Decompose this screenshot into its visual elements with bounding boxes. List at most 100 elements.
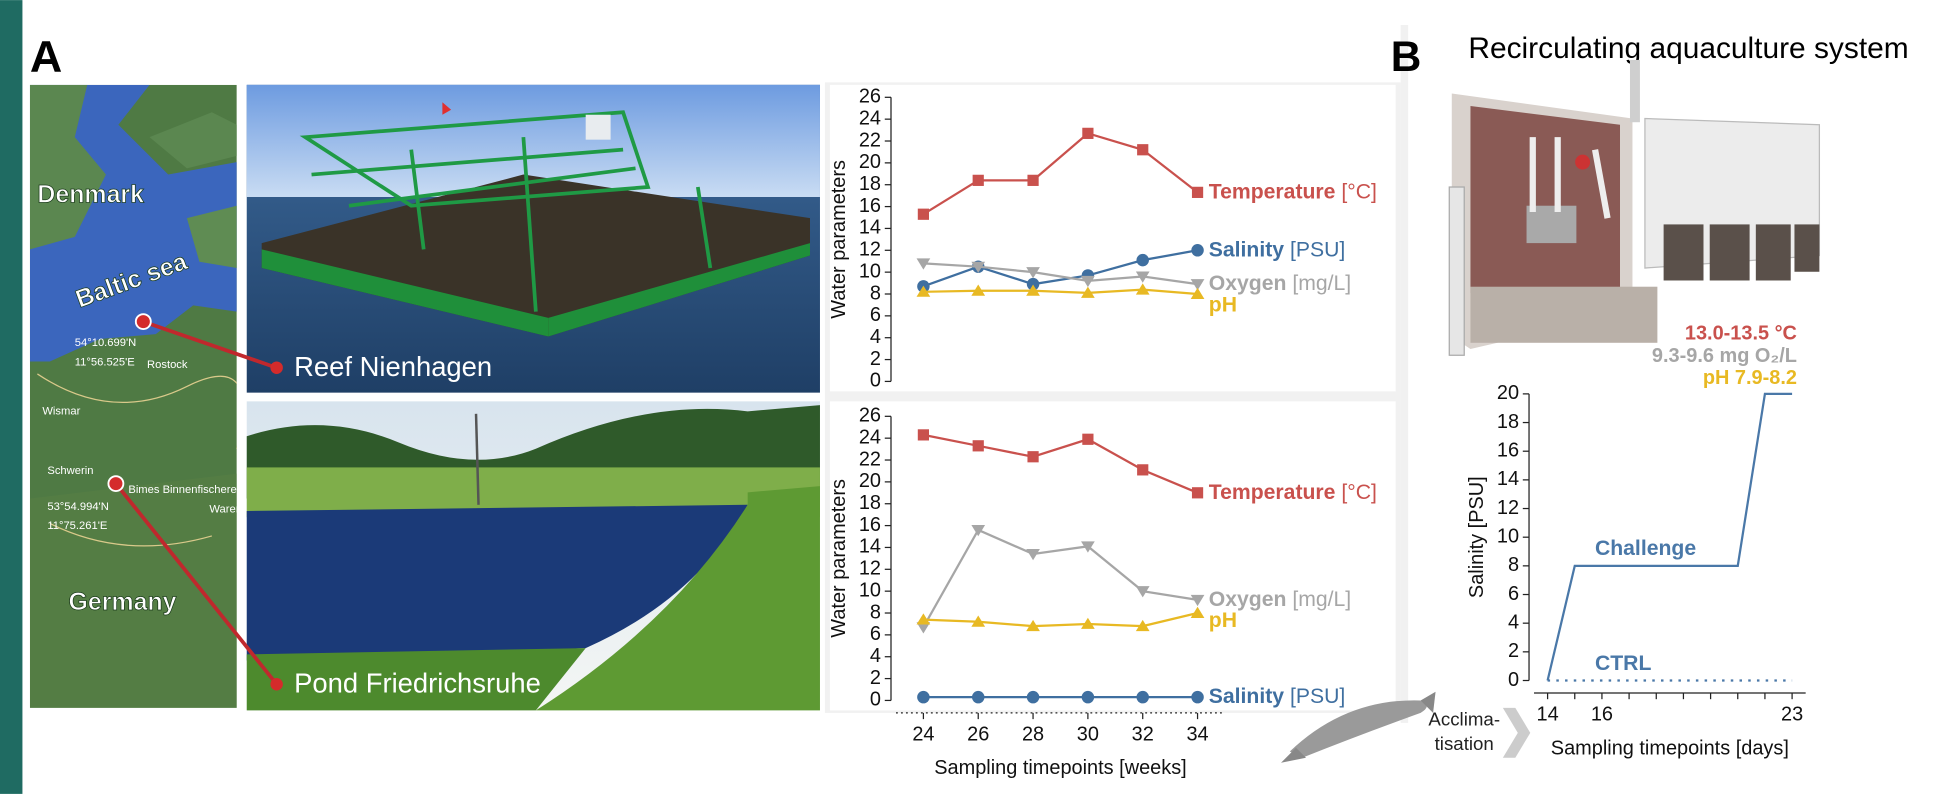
marker xyxy=(1082,691,1094,703)
x-tick-label: 26 xyxy=(967,724,989,746)
ras-illustration xyxy=(1449,60,1819,355)
x-tick-label: 30 xyxy=(1077,724,1099,746)
y-tick-label: 8 xyxy=(870,282,881,304)
y-tick-label: 12 xyxy=(1497,497,1519,519)
y-tick-label: 4 xyxy=(870,645,881,667)
map-label: Germany xyxy=(69,588,177,616)
ras-condition: 9.3-9.6 mg O₂/L xyxy=(1652,345,1797,367)
y-tick-label: 26 xyxy=(859,86,881,108)
series-label: Challenge xyxy=(1595,537,1696,560)
y-axis-label: Water parameters xyxy=(828,160,850,319)
y-tick-label: 10 xyxy=(1497,525,1519,547)
site-marker xyxy=(270,678,282,690)
legend-name: pH xyxy=(1209,609,1237,632)
site-marker xyxy=(270,361,282,373)
y-tick-label: 20 xyxy=(859,151,881,173)
y-tick-label: 16 xyxy=(859,195,881,217)
y-tick-label: 22 xyxy=(859,129,881,151)
marker xyxy=(1027,451,1038,462)
x-axis-label: Sampling timepoints [weeks] xyxy=(934,757,1186,779)
y-tick-label: 18 xyxy=(859,492,881,514)
legend-name: pH xyxy=(1209,293,1237,316)
legend-unit: [°C] xyxy=(1341,180,1377,203)
legend-name: Salinity xyxy=(1209,238,1285,261)
legend-entry: Temperature [°C] xyxy=(1209,480,1377,503)
edge-strip xyxy=(0,0,22,794)
town: Rostock xyxy=(147,359,188,371)
phase-label: Acclima- xyxy=(1428,708,1500,729)
x-tick-label: 16 xyxy=(1591,704,1613,726)
marker xyxy=(1082,434,1093,445)
legend-unit: [PSU] xyxy=(1290,685,1345,708)
y-tick-label: 0 xyxy=(1508,669,1519,691)
town: Waren xyxy=(209,504,242,516)
y-tick-label: 8 xyxy=(1508,554,1519,576)
y-tick-label: 0 xyxy=(870,689,881,711)
marker xyxy=(1192,487,1203,498)
panel-title: Recirculating aquaculture system xyxy=(1468,32,1908,65)
marker xyxy=(973,440,984,451)
x-tick-label: 28 xyxy=(1022,724,1044,746)
photo-label: Pond Friedrichsruhe xyxy=(294,668,541,699)
chevron xyxy=(1503,708,1530,758)
x-tick-label: 14 xyxy=(1537,704,1559,726)
y-tick-label: 24 xyxy=(859,426,881,448)
x-tick-label: 24 xyxy=(912,724,934,746)
y-axis-label: Salinity [PSU] xyxy=(1466,476,1488,598)
site-marker xyxy=(108,476,123,491)
legend-name: Salinity xyxy=(1209,685,1285,708)
legend-name: Temperature xyxy=(1209,480,1336,503)
town: Wismar xyxy=(42,405,80,417)
legend-unit: [PSU] xyxy=(1290,238,1345,261)
y-tick-label: 2 xyxy=(1508,640,1519,662)
ras-condition: 13.0-13.5 °C xyxy=(1685,322,1797,344)
x-axis-label: Sampling timepoints [days] xyxy=(1551,737,1789,759)
marker xyxy=(1137,144,1148,155)
x-tick-label: 34 xyxy=(1186,724,1208,746)
figure: A B Recirculating aquaculture system Den… xyxy=(0,0,1944,794)
legend-entry: pH xyxy=(1209,293,1237,316)
y-tick-label: 14 xyxy=(859,217,881,239)
photo-label: Reef Nienhagen xyxy=(294,351,492,382)
marker xyxy=(917,691,929,703)
y-tick-label: 10 xyxy=(859,579,881,601)
panel-label: B xyxy=(1391,33,1422,80)
marker xyxy=(1191,244,1203,256)
ras-condition: pH 7.9-8.2 xyxy=(1703,367,1797,389)
marker xyxy=(973,175,984,186)
y-tick-label: 18 xyxy=(859,173,881,195)
legend-entry: Salinity [PSU] xyxy=(1209,685,1346,708)
legend-entry: Oxygen [mg/L] xyxy=(1209,587,1351,610)
y-tick-label: 26 xyxy=(859,405,881,427)
photo-pond xyxy=(247,401,820,710)
y-tick-label: 16 xyxy=(1497,439,1519,461)
marker xyxy=(1082,128,1093,139)
panel-label: A xyxy=(30,31,62,82)
y-tick-label: 24 xyxy=(859,107,881,129)
y-tick-label: 20 xyxy=(859,470,881,492)
legend-entry: Oxygen [mg/L] xyxy=(1209,272,1351,295)
y-tick-label: 14 xyxy=(1497,468,1519,490)
y-tick-label: 8 xyxy=(870,601,881,623)
marker xyxy=(1137,464,1148,475)
y-tick-label: 2 xyxy=(870,348,881,370)
y-axis-label: Water parameters xyxy=(828,479,850,638)
x-tick-label: 32 xyxy=(1132,724,1154,746)
y-tick-label: 6 xyxy=(870,623,881,645)
town: Schwerin xyxy=(47,465,93,477)
town: Bimes Binnenfischerei xyxy=(128,484,239,496)
marker xyxy=(918,429,929,440)
legend-entry: Salinity [PSU] xyxy=(1209,238,1346,261)
legend-entry: Temperature [°C] xyxy=(1209,180,1377,203)
y-tick-label: 6 xyxy=(870,304,881,326)
legend-name: Oxygen xyxy=(1209,587,1287,610)
y-tick-label: 20 xyxy=(1497,382,1519,404)
page: { "figure": {"panel_a": "A", "panel_b": … xyxy=(0,0,1944,794)
y-tick-label: 12 xyxy=(859,558,881,580)
legend-name: Temperature xyxy=(1209,180,1336,203)
x-tick-label: 23 xyxy=(1781,704,1803,726)
y-tick-label: 10 xyxy=(859,260,881,282)
marker xyxy=(972,691,984,703)
site-marker xyxy=(136,314,151,329)
marker xyxy=(1136,254,1148,266)
